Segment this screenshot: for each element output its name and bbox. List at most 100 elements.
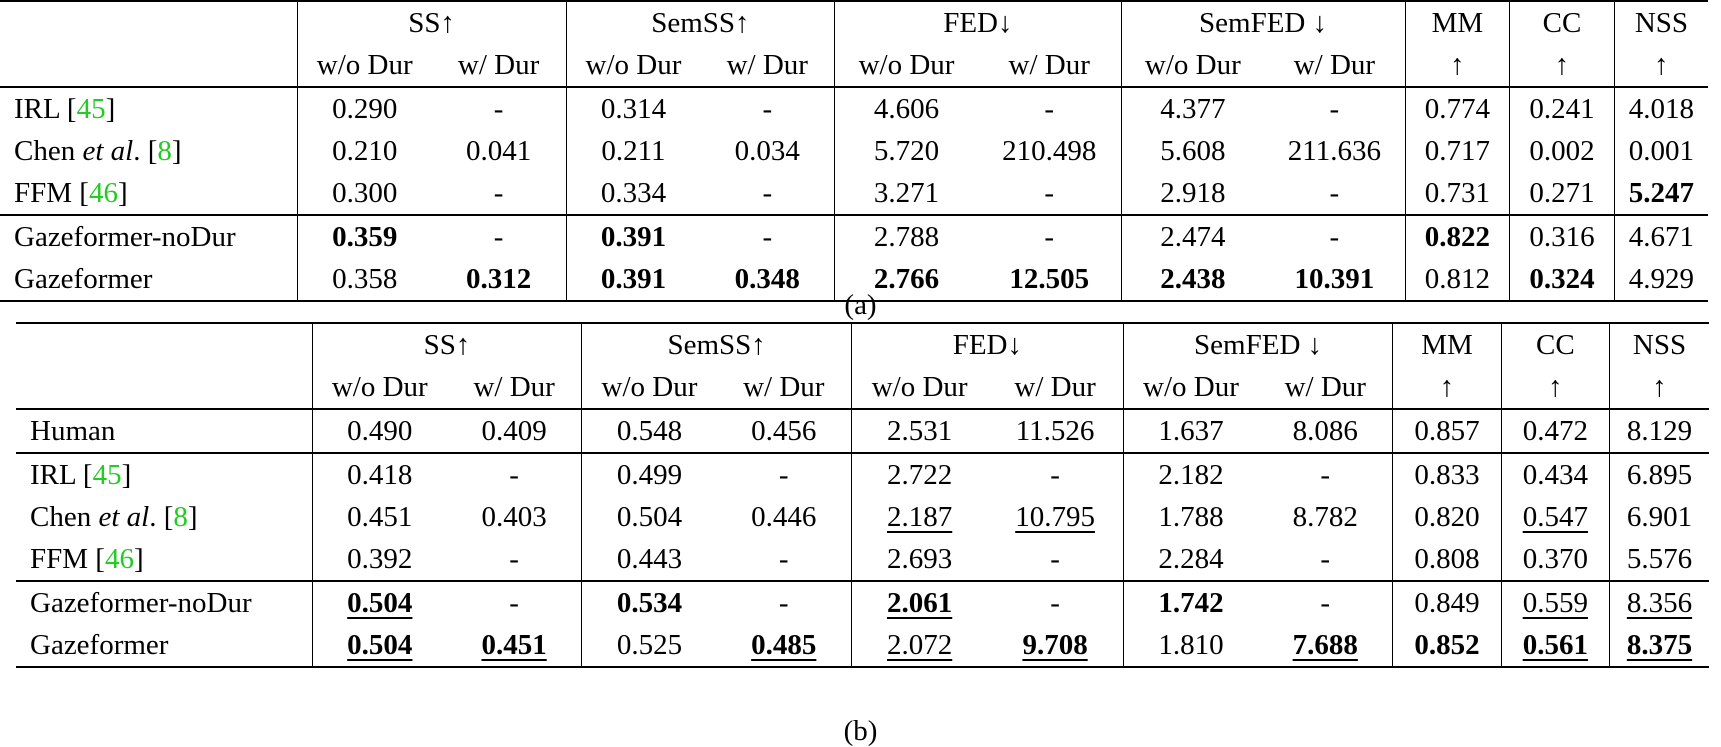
cell-value: - (762, 221, 773, 253)
cell-value: 1.637 (1158, 415, 1224, 447)
group-header: SemFED ↓ (1121, 0, 1406, 44)
citation-link[interactable]: 46 (104, 543, 134, 575)
value-cell: 0.547 (1501, 496, 1610, 538)
value-cell: 0.485 (716, 624, 852, 668)
value-cell: - (1264, 86, 1406, 130)
cell-value: 1.788 (1158, 501, 1224, 533)
group-header: NSS (1609, 322, 1709, 366)
value-cell: 2.788 (834, 214, 978, 258)
group-header: NSS (1614, 0, 1708, 44)
cell-value: 12.505 (1009, 263, 1090, 295)
sub-header: w/o Dur (1144, 49, 1241, 81)
cell-value: 0.499 (616, 459, 683, 491)
cell-value: 10.391 (1294, 263, 1375, 295)
cell-value: 0.002 (1529, 135, 1595, 167)
table-row: Gazeformer-noDur 0.504 - 0.534 - 2.061 - 1.742 -… (16, 580, 1709, 624)
citation-link[interactable]: 45 (92, 459, 122, 491)
value-cell: 1.788 (1123, 496, 1258, 538)
group-header: CC (1509, 0, 1615, 44)
value-cell: - (977, 86, 1122, 130)
group-header: SemSS↑ (581, 322, 852, 366)
value-cell: 6.901 (1609, 496, 1709, 538)
table-row: Human 0.490 0.409 0.548 0.456 2.531 11.526 1.63… (16, 408, 1709, 453)
citation-link[interactable]: 8 (157, 135, 172, 167)
cell-value: 0.456 (751, 415, 817, 447)
sub-header: w/ Dur (431, 44, 567, 87)
value-cell: 0.409 (446, 408, 583, 453)
method-name: Gazeformer (30, 629, 169, 661)
method-italic: et al (98, 501, 150, 533)
cell-value: 7.688 (1292, 629, 1358, 661)
cell-value: - (509, 543, 519, 575)
value-cell: 0.290 (297, 86, 432, 130)
citation-link[interactable]: 45 (76, 93, 106, 125)
results-table-b: SS↑ SemSS↑ FED↓ SemFED ↓ MM CC NSS w/o Dur w/ Du… (16, 322, 1709, 668)
method-cell: FFM [46] (16, 538, 313, 581)
value-cell: 0.348 (700, 258, 836, 302)
value-cell: 5.247 (1614, 172, 1708, 215)
method-cell: Gazeformer-noDur (16, 580, 313, 624)
value-cell: - (977, 214, 1122, 258)
cell-value: - (509, 587, 519, 619)
sub-header: w/ Dur (977, 44, 1122, 87)
cell-value: 0.041 (465, 135, 532, 167)
value-cell: 0.525 (581, 624, 717, 668)
cell-value: - (509, 459, 519, 491)
method-name: FFM (30, 543, 89, 575)
sub-header: ↑ (1501, 366, 1610, 409)
value-cell: 0.774 (1405, 86, 1511, 130)
value-cell: 0.456 (716, 408, 852, 453)
value-cell: 10.795 (987, 496, 1124, 538)
value-cell: - (1258, 538, 1394, 581)
sub-header: ↑ (1654, 49, 1669, 81)
value-cell: 8.086 (1258, 408, 1394, 453)
method-cell: FFM [46] (0, 172, 298, 215)
value-cell: 0.446 (716, 496, 852, 538)
value-cell: 4.377 (1121, 86, 1265, 130)
cell-value: 3.271 (873, 177, 940, 209)
cell-value: 0.451 (481, 629, 547, 661)
sub-header: ↑ (1392, 366, 1502, 409)
group-header: MM (1405, 0, 1511, 44)
group-header: FED↓ (851, 322, 1124, 366)
cell-value: 0.312 (465, 263, 532, 295)
cell-value: 4.606 (873, 93, 940, 125)
citation-link[interactable]: 8 (173, 501, 188, 533)
value-cell: - (700, 86, 836, 130)
method-cell: IRL [45] (0, 86, 298, 130)
value-cell: 0.403 (446, 496, 583, 538)
cell-value: 0.820 (1414, 501, 1480, 533)
value-cell: 0.271 (1509, 172, 1615, 215)
sub-header: w/ Dur (1264, 44, 1406, 87)
sub-header: w/ Dur (1258, 366, 1394, 409)
cell-value: 2.284 (1158, 543, 1224, 575)
cell-value: 8.129 (1626, 415, 1693, 447)
value-cell: 0.392 (312, 538, 447, 581)
value-cell: 0.211 (566, 130, 700, 172)
cell-value: 0.504 (347, 587, 413, 619)
method-cell: Chen et al. [8] (0, 130, 298, 172)
value-cell: 3.271 (835, 172, 978, 215)
table-row: Gazeformer 0.358 0.312 0.391 0.348 2.766 12.50… (0, 258, 1708, 302)
sub-header: w/o Dur (858, 49, 955, 81)
value-cell: 4.929 (1614, 258, 1708, 302)
citation-link[interactable]: 46 (88, 177, 118, 209)
cell-value: - (778, 459, 789, 491)
cell-value: 8.356 (1626, 587, 1693, 619)
cell-value: 5.247 (1628, 177, 1695, 209)
cell-value: 2.693 (887, 543, 953, 575)
value-cell: 5.720 (835, 130, 978, 172)
value-cell: 2.061 (851, 580, 988, 624)
cell-value: 0.504 (616, 501, 683, 533)
cell-value: 0.485 (751, 629, 817, 661)
value-cell: 0.822 (1405, 214, 1511, 258)
table-row: Gazeformer-noDur 0.359 - 0.391 - 2.788 - 2.474 -… (0, 214, 1708, 258)
method-cell: Gazeformer (16, 624, 313, 668)
cell-value: 0.822 (1424, 221, 1491, 253)
value-cell: 1.742 (1123, 580, 1259, 624)
cell-value: 0.418 (347, 459, 413, 491)
method-name: Chen (14, 135, 76, 167)
value-cell: 0.852 (1392, 624, 1502, 668)
value-cell: 4.671 (1614, 214, 1708, 258)
value-cell: 7.688 (1258, 624, 1394, 668)
